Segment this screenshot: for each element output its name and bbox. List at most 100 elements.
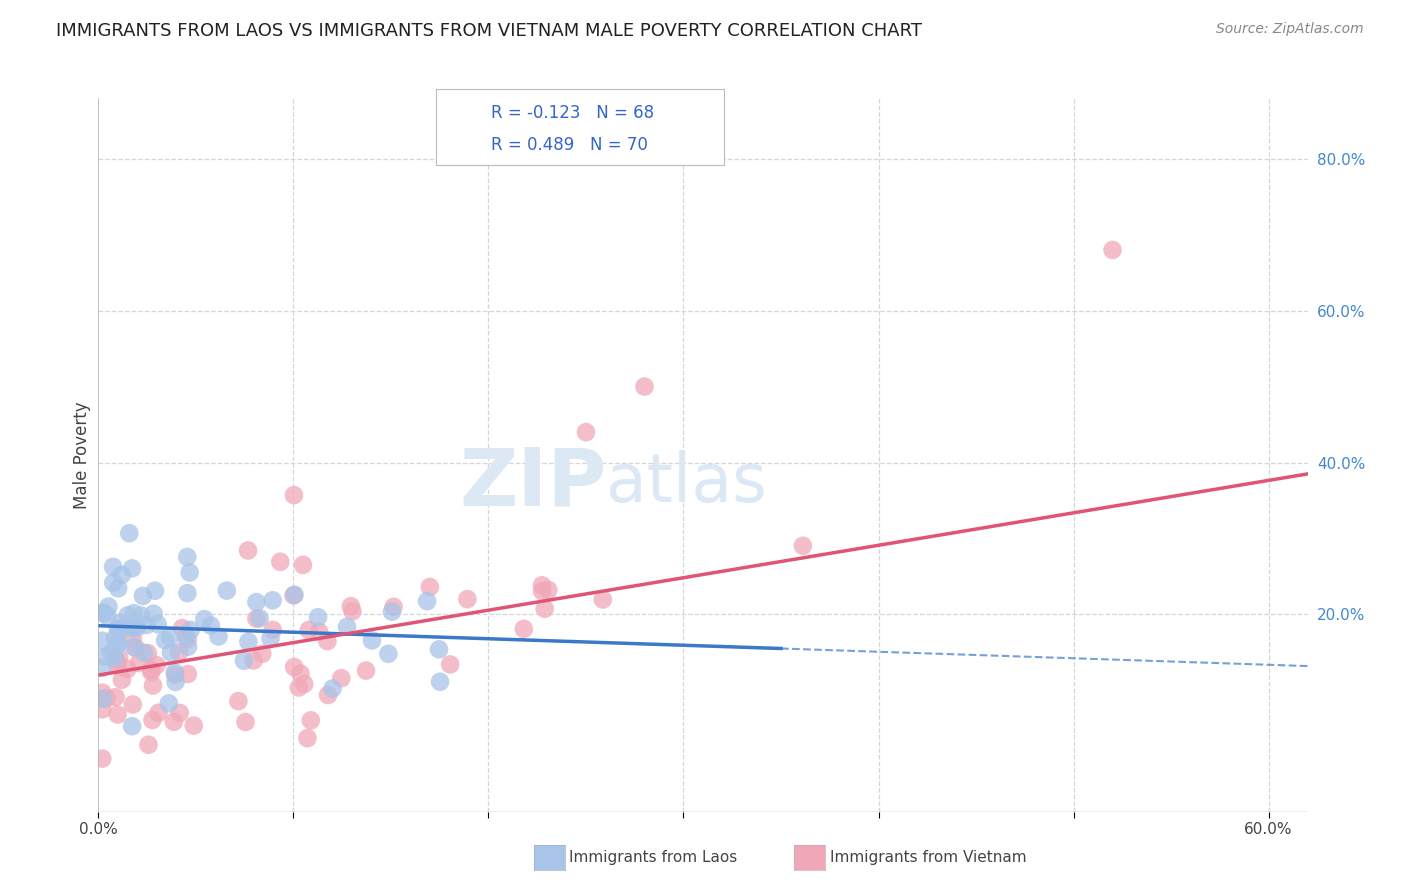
Point <box>427 642 450 657</box>
Point <box>141 713 163 727</box>
Point <box>91 691 114 706</box>
Point <box>108 615 131 630</box>
Point <box>91 633 114 648</box>
Text: R = 0.489   N = 70: R = 0.489 N = 70 <box>491 136 648 154</box>
Point <box>105 639 128 653</box>
Point <box>291 558 314 572</box>
Point <box>262 593 284 607</box>
Point <box>330 671 353 685</box>
Point <box>228 694 250 708</box>
Point <box>104 690 127 705</box>
Point <box>235 714 257 729</box>
Point <box>537 582 560 597</box>
Point <box>108 651 131 665</box>
Point <box>125 621 148 635</box>
Point <box>141 662 163 676</box>
Point <box>93 607 115 621</box>
Point <box>176 549 198 564</box>
Point <box>146 617 169 632</box>
Point <box>336 620 359 634</box>
Point <box>153 633 176 648</box>
Point <box>354 664 377 678</box>
Point <box>307 610 329 624</box>
Point <box>232 654 254 668</box>
Point <box>592 592 614 607</box>
Point <box>165 668 187 682</box>
Point <box>177 667 200 681</box>
Text: Source: ZipAtlas.com: Source: ZipAtlas.com <box>1216 22 1364 37</box>
Point <box>136 646 159 660</box>
Point <box>633 379 655 393</box>
Point <box>111 568 134 582</box>
Point <box>1101 243 1123 257</box>
Point <box>316 688 339 702</box>
Text: Immigrants from Vietnam: Immigrants from Vietnam <box>830 850 1026 864</box>
Point <box>292 677 315 691</box>
Point <box>141 665 163 679</box>
Point <box>121 632 143 646</box>
Point <box>321 681 343 696</box>
Point <box>290 666 312 681</box>
Point <box>107 635 129 649</box>
Point <box>101 559 124 574</box>
Point <box>200 618 222 632</box>
Point <box>96 691 118 706</box>
Point <box>177 632 200 646</box>
Point <box>177 640 200 654</box>
Point <box>135 618 157 632</box>
Point <box>167 645 190 659</box>
Point <box>128 656 150 670</box>
Point <box>157 697 180 711</box>
Point <box>103 575 125 590</box>
Point <box>575 425 598 439</box>
Text: Immigrants from Laos: Immigrants from Laos <box>569 850 738 864</box>
Point <box>179 566 201 580</box>
Point <box>97 599 120 614</box>
Point <box>215 583 238 598</box>
Point <box>238 634 260 648</box>
Point <box>236 543 259 558</box>
Point <box>163 714 186 729</box>
Point <box>183 718 205 732</box>
Point <box>193 612 215 626</box>
Point <box>259 632 281 646</box>
Point <box>121 561 143 575</box>
Point <box>298 623 321 637</box>
Point <box>104 651 127 665</box>
Point <box>124 620 146 634</box>
Point <box>143 583 166 598</box>
Point <box>107 581 129 595</box>
Point <box>107 622 129 636</box>
Point <box>297 731 319 746</box>
Point <box>530 578 553 592</box>
Point <box>122 606 145 620</box>
Point <box>132 589 155 603</box>
Point <box>340 599 363 614</box>
Text: atlas: atlas <box>606 450 768 516</box>
Point <box>118 526 141 541</box>
Point <box>148 706 170 720</box>
Point <box>96 609 118 624</box>
Point <box>176 586 198 600</box>
Y-axis label: Male Poverty: Male Poverty <box>73 401 91 508</box>
Point <box>252 647 274 661</box>
Point <box>120 621 142 635</box>
Point <box>174 630 197 644</box>
Point <box>105 654 128 668</box>
Point <box>180 623 202 637</box>
Point <box>169 706 191 720</box>
Point <box>533 601 555 615</box>
Point <box>117 662 139 676</box>
Point <box>125 640 148 655</box>
Point <box>419 580 441 594</box>
Point <box>342 604 364 618</box>
Point <box>439 657 461 672</box>
Point <box>91 751 114 765</box>
Point <box>104 631 127 645</box>
Point <box>107 707 129 722</box>
Point <box>145 658 167 673</box>
Point <box>361 633 384 648</box>
Point <box>262 623 284 637</box>
Point <box>91 702 114 716</box>
Point <box>283 660 305 674</box>
